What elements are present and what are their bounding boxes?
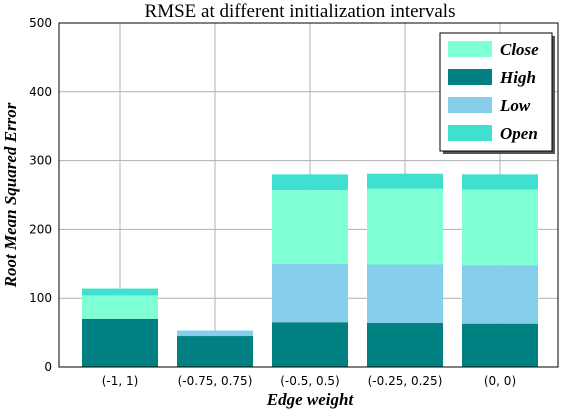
bar-segment-close [462, 189, 538, 266]
x-tick-label: (-0.5, 0.5) [280, 374, 340, 388]
bar-segment-high [82, 318, 158, 367]
bar-segment-close [367, 188, 443, 265]
y-tick-label: 100 [29, 291, 52, 305]
legend: Close High Low Open [439, 32, 555, 154]
x-tick-label: (-1, 1) [102, 374, 139, 388]
plot-frame [58, 22, 559, 368]
bar-segment-low [462, 265, 538, 324]
y-axis-label: Root Mean Squared Error [1, 102, 20, 288]
bar-segment-low [177, 330, 253, 337]
legend-label-close: Close [500, 40, 539, 59]
bar-segment-high [367, 322, 443, 367]
legend-label-high: High [499, 68, 536, 87]
x-tick-label: (-0.75, 0.75) [178, 374, 253, 388]
bar-segment-high [177, 336, 253, 367]
bar-segment-low [272, 263, 348, 323]
y-tick-label: 300 [29, 154, 52, 168]
y-tick-labels: 0 100 200 300 400 500 [29, 16, 52, 374]
y-tick-label: 500 [29, 16, 52, 30]
legend-swatch-high [448, 69, 492, 85]
x-tick-labels: (-1, 1) (-0.75, 0.75) (-0.5, 0.5) (-0.25, 0… [102, 374, 516, 388]
bar-segment-open [272, 174, 348, 191]
legend-swatch-close [448, 41, 492, 57]
legend-label-low: Low [499, 96, 531, 115]
bar-segment-high [462, 323, 538, 367]
bar-segment-open [82, 288, 158, 296]
bar-segment-open [462, 174, 538, 190]
bar-segment-close [272, 190, 348, 264]
x-axis-label: Edge weight [266, 390, 355, 409]
y-tick-label: 200 [29, 222, 52, 236]
legend-swatch-low [448, 97, 492, 113]
y-tick-label: 0 [44, 360, 52, 374]
bar-layer [82, 173, 538, 367]
bar-segment-open [367, 173, 443, 189]
legend-swatch-open [448, 125, 492, 141]
bar-segment-low [367, 264, 443, 323]
bar-segment-close [82, 295, 158, 319]
bar-segment-high [272, 322, 348, 367]
x-tick-label: (-0.25, 0.25) [368, 374, 443, 388]
chart-title: RMSE at different initialization interva… [145, 1, 456, 22]
x-tick-label: (0, 0) [484, 374, 516, 388]
legend-label-open: Open [500, 124, 538, 143]
y-tick-label: 400 [29, 85, 52, 99]
